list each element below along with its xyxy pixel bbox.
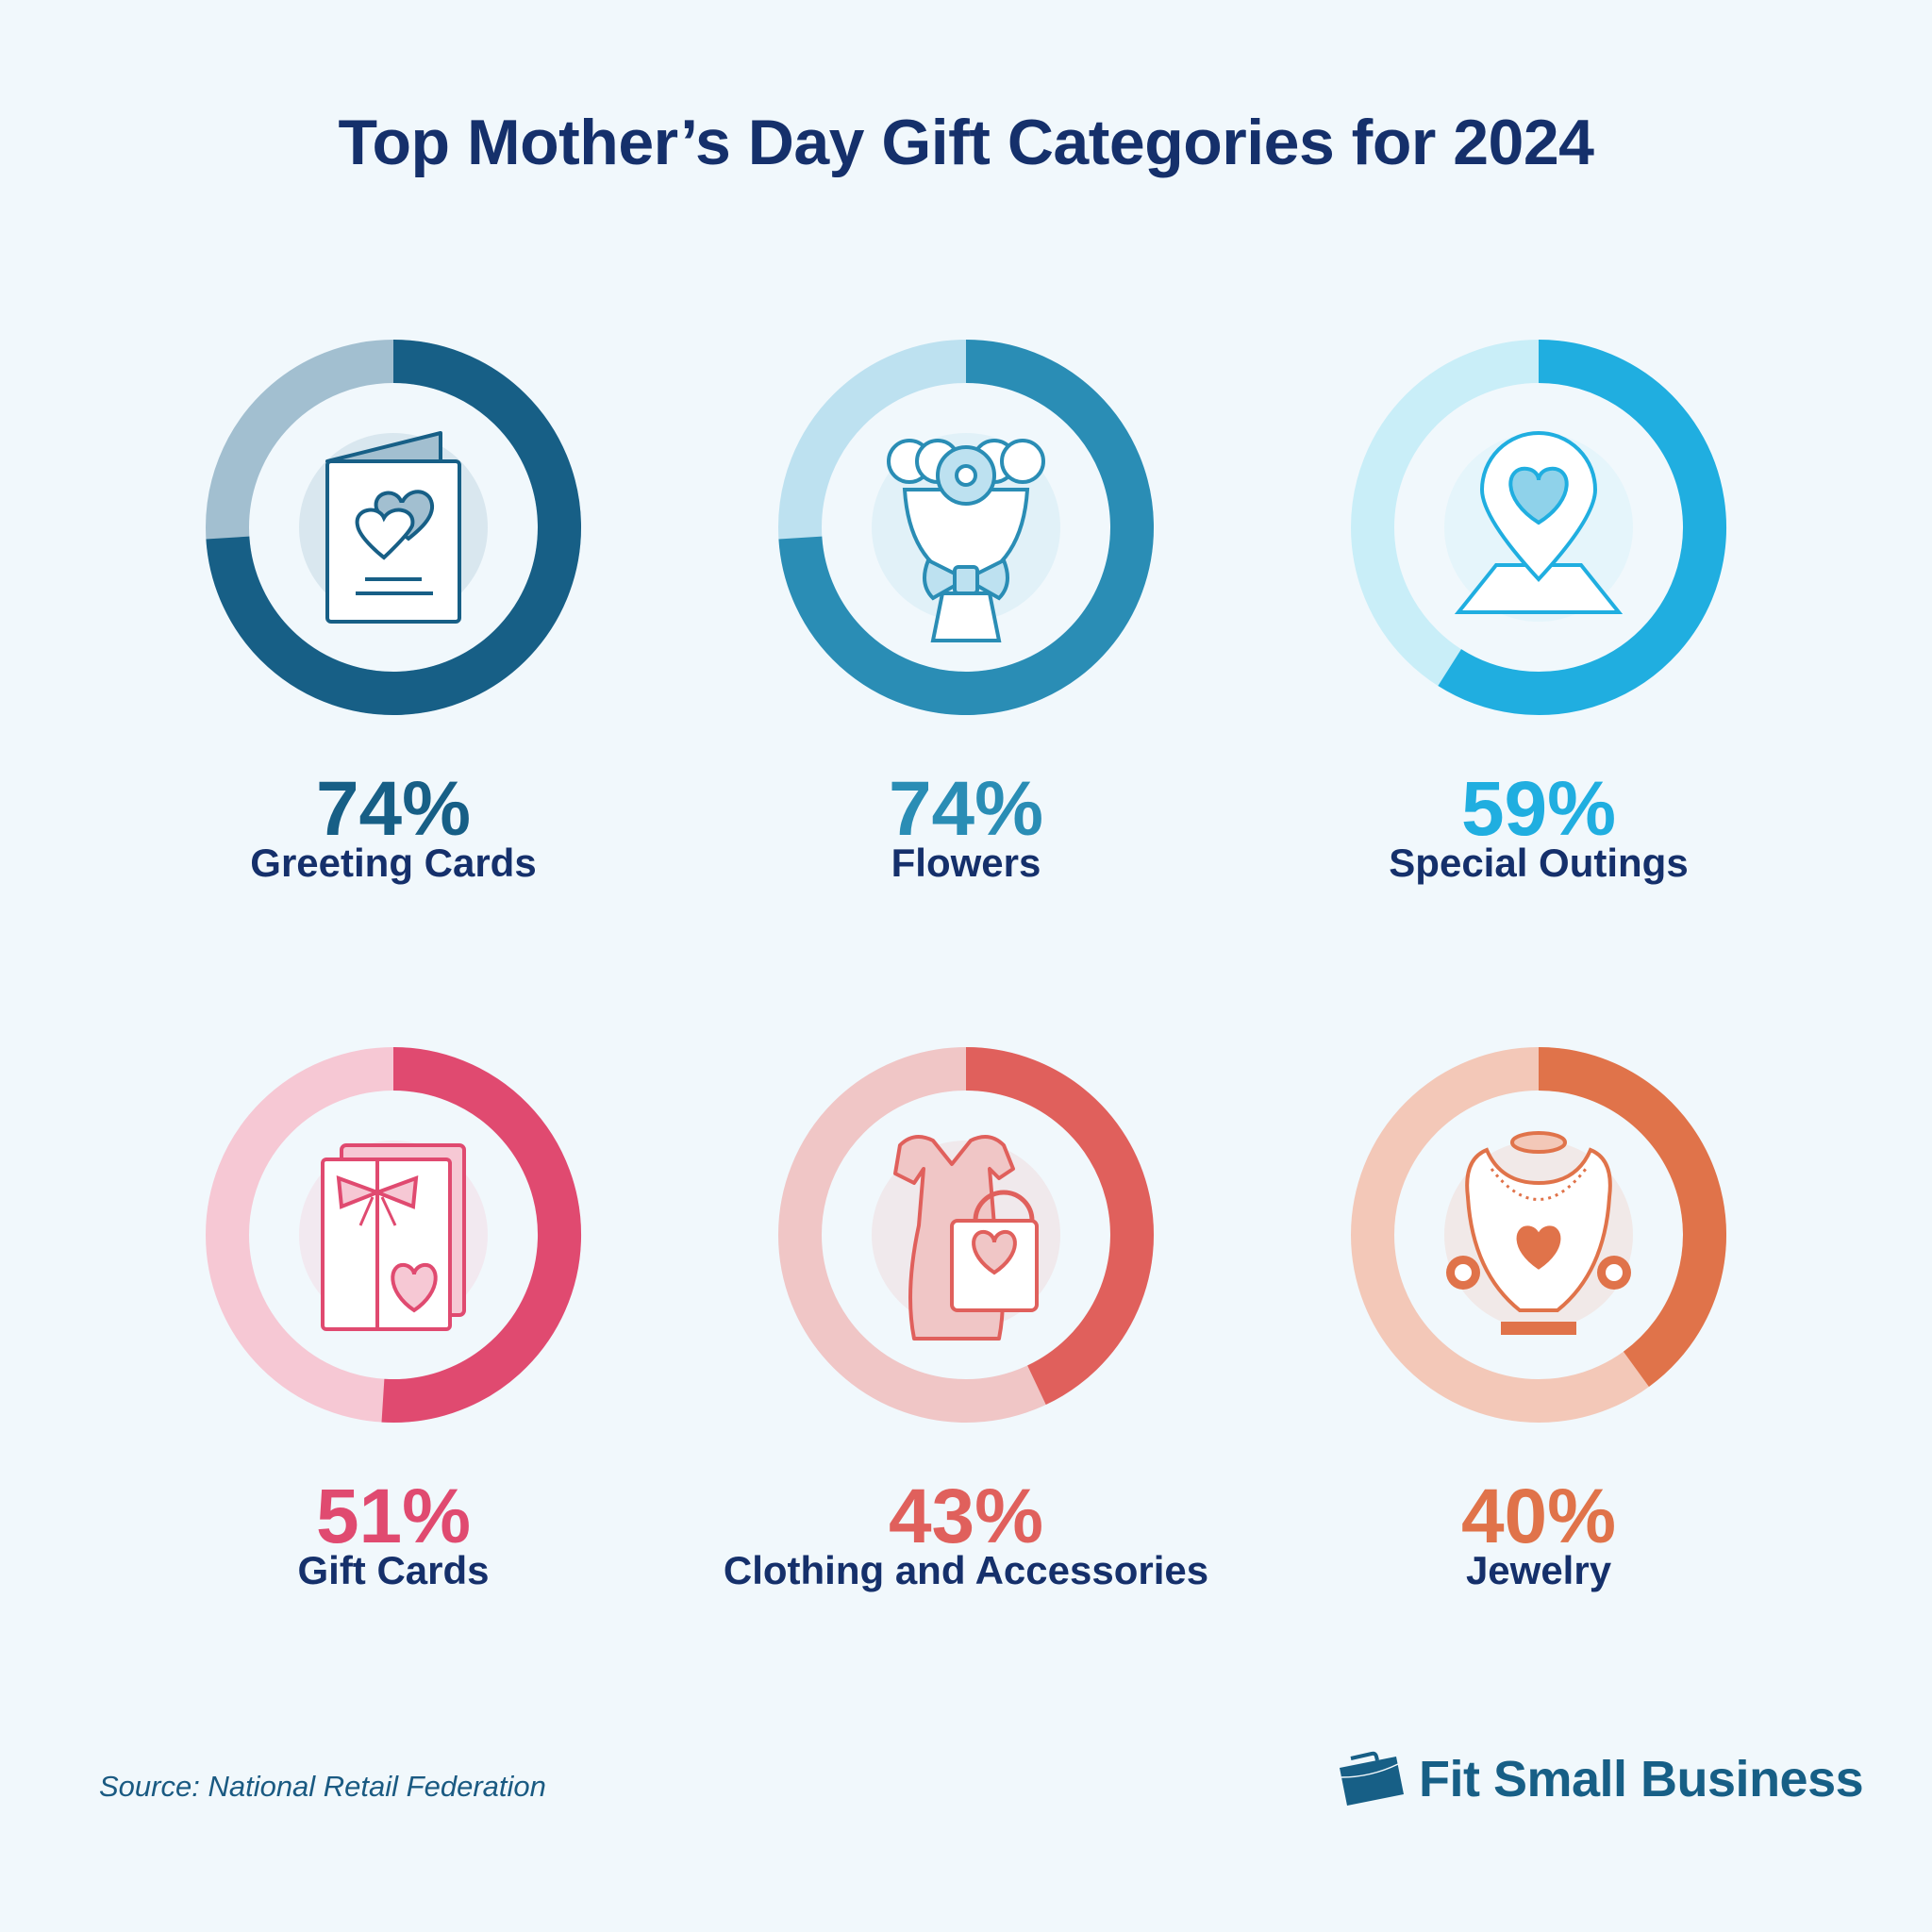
gift-card-icon [321, 1143, 466, 1331]
category-label: Special Outings [1389, 841, 1689, 885]
percent-value: 74% [315, 766, 472, 852]
donut-value-arc [1538, 1047, 1726, 1387]
greeting-card-icon [325, 431, 461, 624]
donut-value-arc [206, 340, 581, 715]
briefcase-icon [1340, 1751, 1404, 1806]
brand-name: Fit Small Business [1419, 1751, 1864, 1807]
percent-value: 74% [888, 766, 1044, 852]
donut-special-outings [1351, 340, 1726, 715]
necklace-icon [1446, 1131, 1631, 1335]
dress-bag-icon [893, 1135, 1039, 1341]
percent-value: 40% [1460, 1474, 1617, 1559]
brand-logo: Fit Small Business [1338, 1750, 1864, 1808]
donut-value-arc [778, 340, 1154, 715]
percent-value: 59% [1460, 766, 1617, 852]
donut-clothing-and-accessories [778, 1047, 1154, 1423]
source-note: Source: National Retail Federation [99, 1770, 546, 1803]
category-label: Gift Cards [297, 1548, 490, 1592]
category-label: Jewelry [1465, 1548, 1612, 1592]
donut-gift-cards [206, 1047, 581, 1423]
donut-value-arc [1438, 340, 1726, 715]
category-label: Greeting Cards [250, 841, 537, 885]
donut-jewelry [1351, 1047, 1726, 1423]
category-label: Flowers [891, 841, 1041, 885]
category-label: Clothing and Accessories [723, 1548, 1209, 1592]
map-pin-heart-icon [1454, 431, 1624, 614]
bouquet-icon [887, 439, 1045, 642]
donut-value-arc [965, 1047, 1154, 1406]
donut-value-arc [381, 1047, 581, 1423]
donut-flowers [778, 340, 1154, 715]
percent-value: 43% [888, 1474, 1044, 1559]
percent-value: 51% [315, 1474, 472, 1559]
chart-title: Top Mother’s Day Gift Categories for 202… [338, 107, 1594, 178]
donut-greeting-cards [206, 340, 581, 715]
